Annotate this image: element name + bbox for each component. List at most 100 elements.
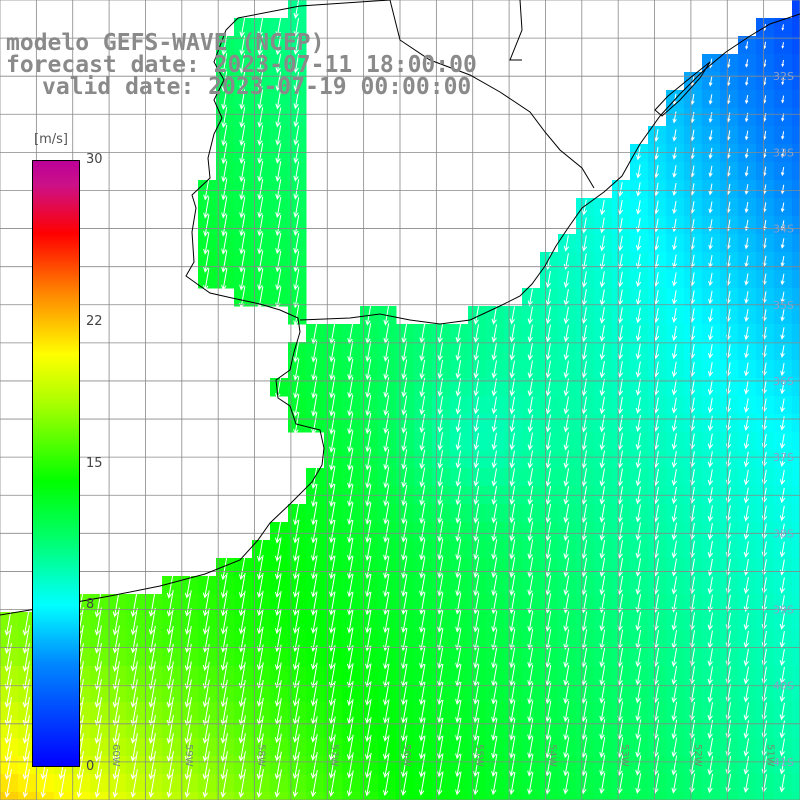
wind-speed-cell xyxy=(108,792,127,800)
wind-arrow xyxy=(365,609,372,634)
wind-arrow xyxy=(581,665,588,686)
wind-arrow xyxy=(581,253,588,270)
wind-speed-cell xyxy=(792,342,800,361)
coastline-south-america xyxy=(0,0,391,616)
wind-arrow xyxy=(599,701,606,722)
wind-arrow xyxy=(239,142,246,165)
wind-arrow xyxy=(202,733,210,762)
wind-arrow xyxy=(148,715,156,744)
wind-arrow xyxy=(707,451,714,468)
wind-arrow xyxy=(599,378,605,397)
wind-arrow xyxy=(293,573,300,598)
wind-arrow xyxy=(293,268,300,291)
wind-arrow xyxy=(708,201,713,214)
wind-arrow xyxy=(166,751,174,780)
wind-speed-cell xyxy=(792,594,800,613)
wind-arrow xyxy=(581,468,588,487)
wind-speed-cell xyxy=(792,792,800,800)
wind-speed-cell xyxy=(432,792,451,800)
wind-arrow xyxy=(256,590,264,617)
wind-arrow xyxy=(563,521,570,542)
wind-arrow xyxy=(202,679,210,708)
wind-arrow xyxy=(581,575,588,596)
wind-arrow xyxy=(779,523,786,540)
wind-arrow xyxy=(347,448,354,471)
wind-arrow xyxy=(689,684,696,703)
wind-arrow xyxy=(509,575,516,596)
longitude-label: 57W xyxy=(328,744,339,767)
wind-arrow xyxy=(599,342,606,361)
wind-arrow xyxy=(347,609,354,634)
wind-arrow xyxy=(473,539,480,560)
wind-arrow xyxy=(202,715,210,744)
wind-speed-cell xyxy=(702,792,721,800)
wind-arrow xyxy=(671,272,678,287)
wind-speed-cell xyxy=(792,378,800,397)
wind-arrow xyxy=(112,733,120,762)
wind-arrow xyxy=(491,521,498,542)
wind-arrow xyxy=(292,644,300,671)
wind-speed-cell xyxy=(792,360,800,379)
wind-arrow xyxy=(671,290,678,305)
wind-arrow xyxy=(328,752,336,779)
wind-arrow xyxy=(545,324,551,343)
latitude-label: 37S xyxy=(773,451,794,464)
wind-arrow xyxy=(708,237,713,250)
wind-arrow xyxy=(545,414,551,433)
wind-arrow xyxy=(473,342,480,361)
wind-arrow xyxy=(239,196,246,219)
wind-arrow xyxy=(220,769,228,798)
wind-arrow xyxy=(744,344,749,359)
wind-arrow xyxy=(166,679,174,708)
wind-arrow xyxy=(744,291,749,304)
wind-arrow xyxy=(310,769,318,798)
wind-arrow xyxy=(401,431,408,452)
wind-arrow xyxy=(94,733,102,762)
wind-arrow xyxy=(617,253,624,270)
wind-arrow xyxy=(527,611,534,632)
wind-arrow xyxy=(383,520,390,543)
wind-arrow xyxy=(509,772,516,795)
wind-arrow xyxy=(202,643,210,672)
wind-arrow xyxy=(293,143,300,164)
wind-arrow xyxy=(473,610,480,633)
wind-arrow xyxy=(22,697,30,726)
wind-arrow xyxy=(311,519,318,544)
wind-arrow xyxy=(401,467,408,488)
wind-arrow xyxy=(671,361,678,378)
wind-arrow xyxy=(419,753,426,778)
wind-speed-cell xyxy=(792,756,800,775)
wind-speed-cell xyxy=(792,108,800,127)
wind-arrow xyxy=(437,323,444,344)
wind-arrow xyxy=(707,469,714,486)
wind-arrow xyxy=(671,433,678,450)
wind-arrow xyxy=(781,95,785,104)
wind-arrow xyxy=(599,665,606,686)
wind-speed-cell xyxy=(630,792,649,800)
wind-arrow xyxy=(581,450,587,469)
wind-arrow xyxy=(437,538,444,561)
longitude-label: 53W xyxy=(619,744,630,767)
wind-arrow xyxy=(491,574,498,597)
wind-arrow xyxy=(743,666,749,685)
wind-arrow xyxy=(635,343,642,360)
wind-arrow xyxy=(707,594,713,613)
wind-arrow xyxy=(581,504,588,523)
wind-arrow xyxy=(743,738,750,757)
wind-arrow xyxy=(745,41,749,50)
wind-arrow xyxy=(473,753,480,778)
wind-arrow xyxy=(238,644,246,671)
wind-arrow xyxy=(365,430,372,453)
wind-speed-cell xyxy=(792,504,800,523)
wind-arrow xyxy=(527,628,534,651)
wind-arrow xyxy=(509,628,516,651)
wind-arrow xyxy=(401,449,408,470)
wind-arrow xyxy=(130,769,138,798)
wind-arrow xyxy=(455,342,462,361)
wind-arrow xyxy=(563,450,570,469)
wind-arrow xyxy=(347,573,354,598)
wind-arrow xyxy=(455,521,462,542)
wind-arrow xyxy=(779,416,786,431)
wind-arrow xyxy=(563,378,569,397)
wind-arrow xyxy=(293,89,300,110)
